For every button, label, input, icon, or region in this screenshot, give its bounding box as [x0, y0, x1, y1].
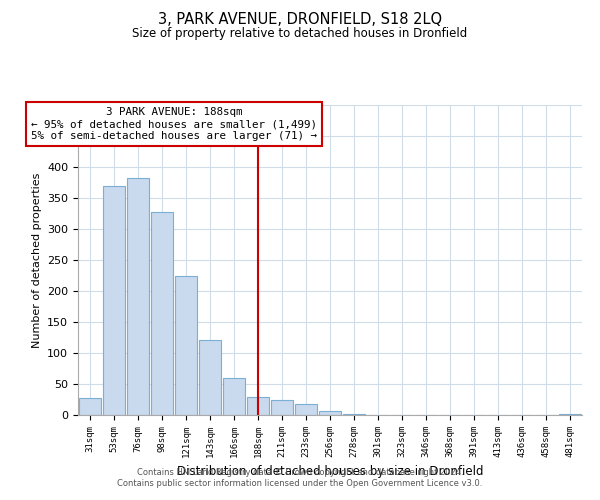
- Bar: [247, 397, 269, 415]
- Text: 3, PARK AVENUE, DRONFIELD, S18 2LQ: 3, PARK AVENUE, DRONFIELD, S18 2LQ: [158, 12, 442, 28]
- X-axis label: Distribution of detached houses by size in Dronfield: Distribution of detached houses by size …: [177, 466, 483, 478]
- Y-axis label: Number of detached properties: Number of detached properties: [32, 172, 41, 348]
- Bar: [343, 414, 365, 415]
- Bar: [271, 400, 293, 415]
- Bar: [151, 212, 173, 415]
- Bar: [103, 186, 125, 415]
- Bar: [295, 404, 317, 415]
- Bar: [223, 378, 245, 415]
- Bar: [559, 414, 581, 415]
- Text: Size of property relative to detached houses in Dronfield: Size of property relative to detached ho…: [133, 28, 467, 40]
- Bar: [79, 398, 101, 415]
- Bar: [199, 340, 221, 415]
- Text: Contains HM Land Registry data © Crown copyright and database right 2024.
Contai: Contains HM Land Registry data © Crown c…: [118, 468, 482, 487]
- Bar: [319, 410, 341, 415]
- Text: 3 PARK AVENUE: 188sqm
← 95% of detached houses are smaller (1,499)
5% of semi-de: 3 PARK AVENUE: 188sqm ← 95% of detached …: [31, 108, 317, 140]
- Bar: [127, 178, 149, 415]
- Bar: [175, 276, 197, 415]
